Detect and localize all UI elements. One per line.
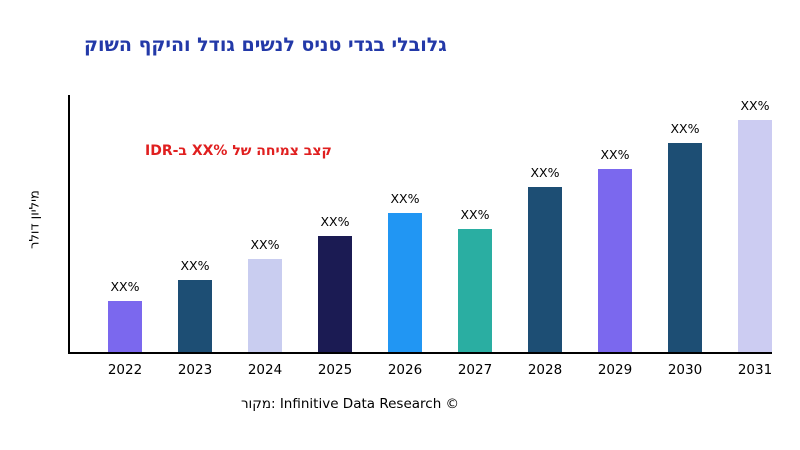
bar-2024: [248, 259, 282, 352]
bar-2025: [318, 236, 352, 352]
bar-group-2027: XX% 2027: [458, 95, 492, 378]
y-axis-label: רלוד ןוילימ: [27, 190, 43, 249]
bar-2027: [458, 229, 492, 352]
bar-value-label: XX%: [670, 121, 700, 136]
bar-value-label: XX%: [390, 191, 420, 206]
bar-group-2029: XX% 2029: [598, 95, 632, 378]
bar-group-2030: XX% 2030: [668, 95, 702, 378]
bar-value-label: XX%: [180, 258, 210, 273]
bar-group-2023: XX% 2023: [178, 95, 212, 378]
bar-2026: [388, 213, 422, 352]
growth-rate-annotation: IDR-ב XX% לש החימצ בצק: [145, 143, 332, 159]
bar-group-2028: XX% 2028: [528, 95, 562, 378]
bar-group-2031: XX% 2031: [738, 95, 772, 378]
bar-value-label: XX%: [530, 165, 560, 180]
bar-2029: [598, 169, 632, 352]
x-tick-label-2030: 2030: [667, 362, 703, 378]
bar-2031: [738, 120, 772, 352]
bar-group-2025: XX% 2025: [318, 95, 352, 378]
source-caption: רוקמ: Infinitive Data Research ©: [240, 396, 460, 412]
x-tick-label-2025: 2025: [317, 362, 353, 378]
plot-area: XX% 2022 XX% 2023 XX% 2024 XX% 2025 XX% 2026 XX% 20…: [68, 95, 772, 378]
x-tick-label-2022: 2022: [107, 362, 143, 378]
bar-value-label: XX%: [600, 147, 630, 162]
bar-group-2022: XX% 2022: [108, 95, 142, 378]
bar-group-2024: XX% 2024: [248, 95, 282, 378]
bar-series: XX% 2022 XX% 2023 XX% 2024 XX% 2025 XX% 2026 XX% 20…: [70, 95, 772, 378]
bar-value-label: XX%: [320, 214, 350, 229]
bar-value-label: XX%: [110, 279, 140, 294]
x-tick-label-2024: 2024: [247, 362, 283, 378]
x-tick-label-2028: 2028: [527, 362, 563, 378]
chart-title: קושה ףקיהו לדוג םישנל סינט ידגב ילבולג: [84, 34, 447, 56]
x-tick-label-2031: 2031: [737, 362, 773, 378]
x-tick-label-2029: 2029: [597, 362, 633, 378]
x-tick-label-2026: 2026: [387, 362, 423, 378]
bar-group-2026: XX% 2026: [388, 95, 422, 378]
bar-2023: [178, 280, 212, 352]
x-tick-label-2023: 2023: [177, 362, 213, 378]
bar-value-label: XX%: [740, 98, 770, 113]
bar-2022: [108, 301, 142, 352]
x-tick-label-2027: 2027: [457, 362, 493, 378]
bar-value-label: XX%: [250, 237, 280, 252]
bar-2030: [668, 143, 702, 352]
bar-2028: [528, 187, 562, 352]
bar-value-label: XX%: [460, 207, 490, 222]
